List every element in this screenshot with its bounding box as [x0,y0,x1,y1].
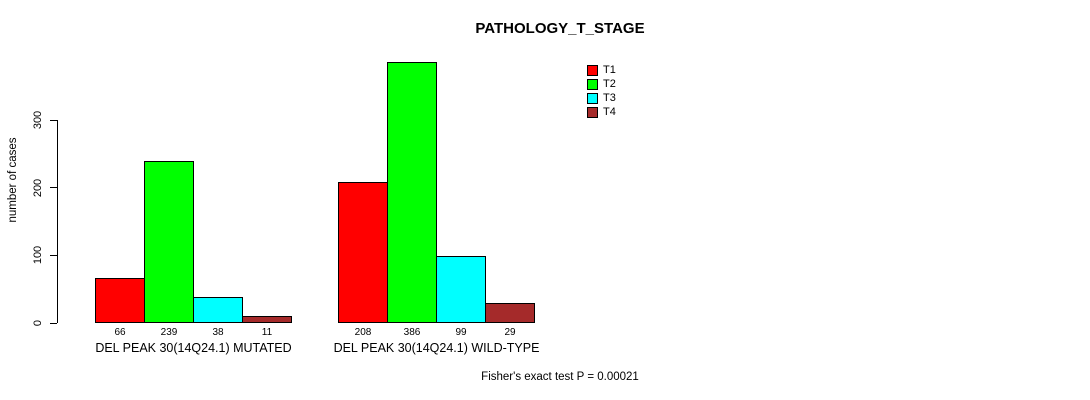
bar-value-label: 208 [354,327,372,338]
bar-value-label: 386 [403,327,421,338]
fisher-test-annotation: Fisher's exact test P = 0.00021 [481,371,639,383]
bar-t3 [193,297,243,323]
bar-t4 [485,303,535,323]
legend-label: T4 [603,106,616,118]
bar-value-label: 29 [504,327,516,338]
y-tick-label: 200 [32,178,44,197]
legend-item-t3: T3 [587,93,616,104]
legend-label: T2 [603,78,616,90]
y-axis-line [57,120,58,323]
bar-value-label: 239 [160,327,178,338]
y-tick-mark [50,119,57,121]
legend-swatch [587,107,598,118]
y-tick-mark [50,254,57,256]
y-tick-label: 0 [32,319,44,327]
legend-label: T1 [603,64,616,76]
legend-swatch [587,65,598,76]
bar-t1 [95,278,145,323]
bar-t3 [436,256,486,323]
legend: T1 T2 T3 T4 [587,65,616,118]
bar-t4 [242,315,292,323]
bar-t2 [144,161,194,323]
bar-value-label: 99 [455,327,467,338]
bar-t1 [338,182,388,323]
legend-label: T3 [603,92,616,104]
y-tick-label: 100 [32,246,44,265]
bar-t2 [387,61,437,323]
legend-item-t1: T1 [587,65,616,76]
y-tick-label: 300 [32,110,44,130]
y-axis-label: number of cases [7,137,19,223]
bar-value-label: 11 [261,327,273,338]
bar-value-label: 38 [212,327,224,338]
group-label: DEL PEAK 30(14Q24.1) WILD-TYPE [333,341,540,355]
chart-title: PATHOLOGY_T_STAGE [475,20,645,37]
y-tick-mark [50,187,57,189]
legend-swatch [587,93,598,104]
bar-value-label: 66 [114,327,126,338]
legend-item-t4: T4 [587,107,616,118]
legend-swatch [587,79,598,90]
y-tick-mark [50,322,57,324]
legend-item-t2: T2 [587,79,616,90]
group-label: DEL PEAK 30(14Q24.1) MUTATED [95,341,292,355]
